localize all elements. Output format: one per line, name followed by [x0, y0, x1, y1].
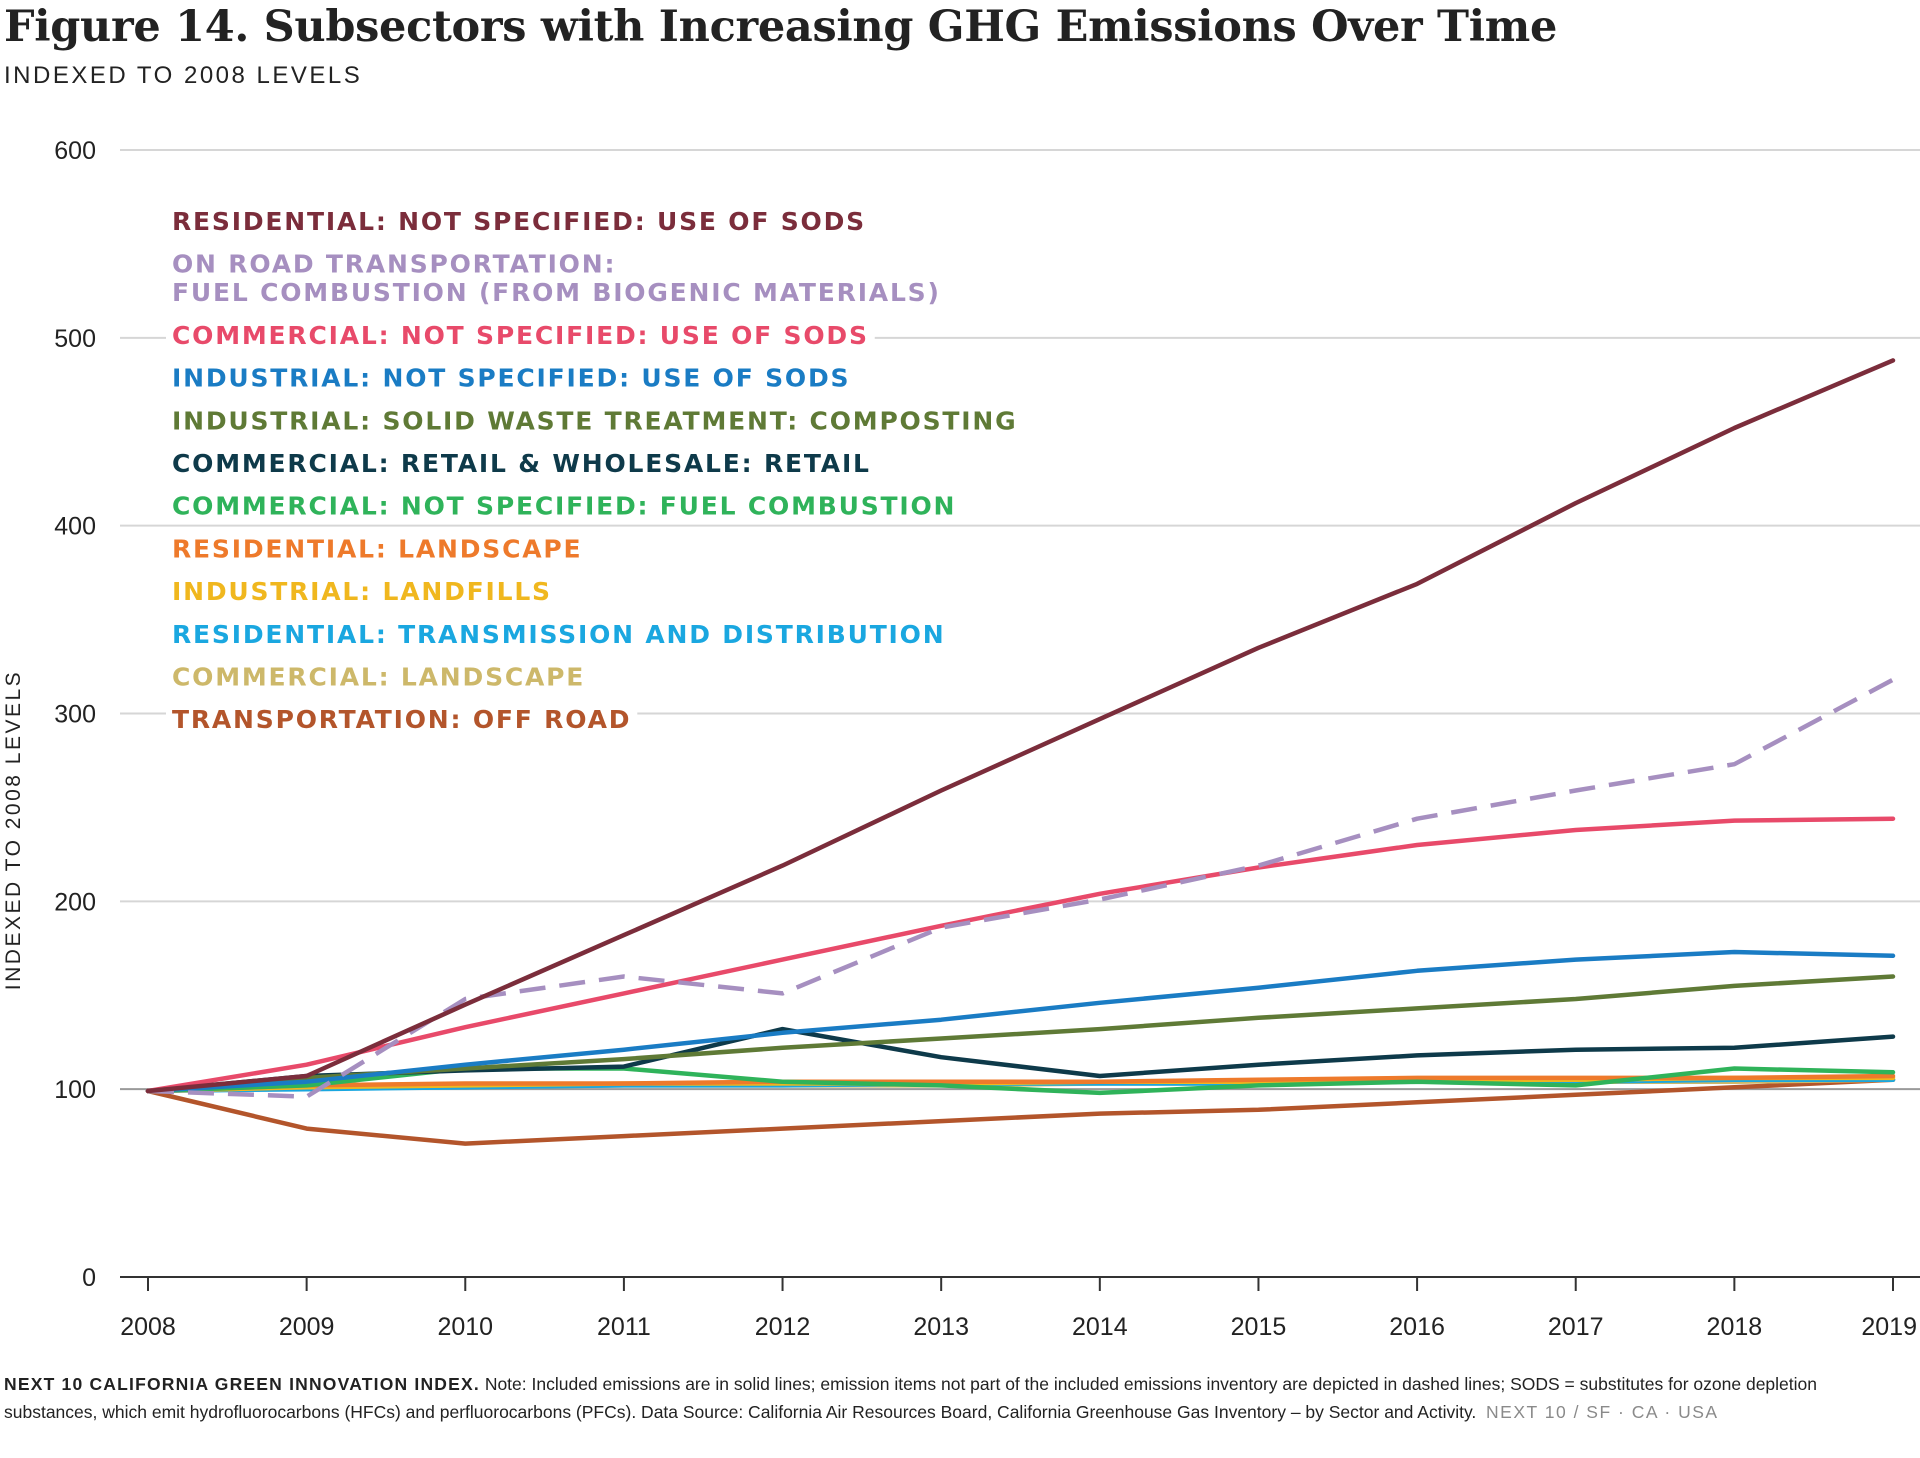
- x-tick-label: 2018: [1707, 1313, 1763, 1341]
- legend-label: COMMERCIAL: NOT SPECIFIED: USE OF SODS: [172, 321, 869, 350]
- legend-bg: [166, 402, 1024, 439]
- y-axis-label: INDEXED TO 2008 LEVELS: [2, 670, 25, 990]
- series-lines: [145, 358, 1896, 1146]
- legend-label: RESIDENTIAL: LANDSCAPE: [172, 534, 582, 563]
- legend-label: COMMERCIAL: LANDSCAPE: [172, 663, 585, 692]
- y-tick-label: 200: [54, 888, 96, 916]
- x-tick-label: 2014: [1072, 1313, 1128, 1341]
- legend-bg: [166, 203, 872, 239]
- series-line: [145, 974, 1896, 1094]
- legend-bg: [166, 658, 592, 695]
- x-tick-label: 2013: [913, 1313, 969, 1341]
- legend-label: INDUSTRIAL: NOT SPECIFIED: USE OF SODS: [172, 364, 850, 393]
- x-tick-label: 2019: [1861, 1313, 1917, 1341]
- legend-label: INDUSTRIAL: LANDFILLS: [172, 577, 552, 606]
- y-axis-ticks: 0 100 200 300 400 500 600: [54, 137, 96, 1292]
- series-line: [145, 358, 1896, 1094]
- legend-bg: [166, 530, 589, 567]
- legend-bg: [166, 316, 875, 353]
- legend-bg: [166, 615, 952, 652]
- y-tick-label: 400: [54, 513, 96, 541]
- legend-label: RESIDENTIAL: TRANSMISSION AND DISTRIBUTI…: [172, 620, 945, 649]
- legend-label: TRANSPORTATION: OFF ROAD: [172, 705, 631, 734]
- y-tick-label: 100: [54, 1076, 96, 1104]
- legend-label: FUEL COMBUSTION (FROM BIOGENIC MATERIALS…: [172, 278, 941, 307]
- x-tick-label: 2011: [597, 1313, 651, 1341]
- legend-label: COMMERCIAL: RETAIL & WHOLESALE: RETAIL: [172, 449, 871, 478]
- legend-label: INDUSTRIAL: SOLID WASTE TREATMENT: COMPO…: [172, 406, 1017, 435]
- x-tick-label: 2012: [755, 1313, 811, 1341]
- series-line: [145, 816, 1896, 1094]
- legend-bg: [166, 701, 638, 738]
- legend: RESIDENTIAL: NOT SPECIFIED: USE OF SODS O…: [166, 203, 1024, 738]
- series-line: [145, 949, 1896, 1094]
- y-tick-label: 300: [54, 701, 96, 729]
- x-tick-label: 2016: [1389, 1313, 1445, 1341]
- footnote-brand: NEXT 10 CALIFORNIA GREEN INNOVATION INDE…: [4, 1374, 480, 1394]
- legend-bg: [166, 445, 877, 481]
- y-tick-label: 600: [54, 137, 96, 165]
- legend-label: ON ROAD TRANSPORTATION:: [172, 250, 616, 279]
- legend-bg: [166, 359, 857, 396]
- legend-bg: [166, 487, 963, 524]
- legend-bg: [166, 573, 558, 610]
- legend-bg: [166, 274, 947, 311]
- x-tick-label: 2008: [120, 1313, 176, 1341]
- x-tick-label: 2017: [1548, 1313, 1604, 1341]
- y-tick-label: 500: [54, 325, 96, 353]
- series-line: [145, 1073, 1896, 1094]
- x-tick-label: 2015: [1231, 1313, 1287, 1341]
- x-axis: 2008 2009 2010 2011 2012 2013 2014 2015 2016 2017…: [120, 1276, 1920, 1341]
- x-tick-label: 2009: [279, 1313, 335, 1341]
- x-tick-label: 2010: [437, 1313, 493, 1341]
- footnote-tag: NEXT 10 / SF · CA · USA: [1486, 1402, 1719, 1422]
- chart-title: Figure 14. Subsectors with Increasing GH…: [4, 2, 1558, 52]
- footnote: NEXT 10 CALIFORNIA GREEN INNOVATION INDE…: [4, 1370, 1884, 1426]
- chart-subtitle: INDEXED TO 2008 LEVELS: [4, 62, 363, 89]
- footnote-text: Note: Included emissions are in solid li…: [4, 1374, 1817, 1422]
- legend-label: COMMERCIAL: NOT SPECIFIED: FUEL COMBUSTI…: [172, 492, 956, 521]
- series-line: [145, 1077, 1896, 1146]
- y-tick-label: 0: [82, 1264, 96, 1292]
- legend-label: RESIDENTIAL: NOT SPECIFIED: USE OF SODS: [172, 207, 866, 236]
